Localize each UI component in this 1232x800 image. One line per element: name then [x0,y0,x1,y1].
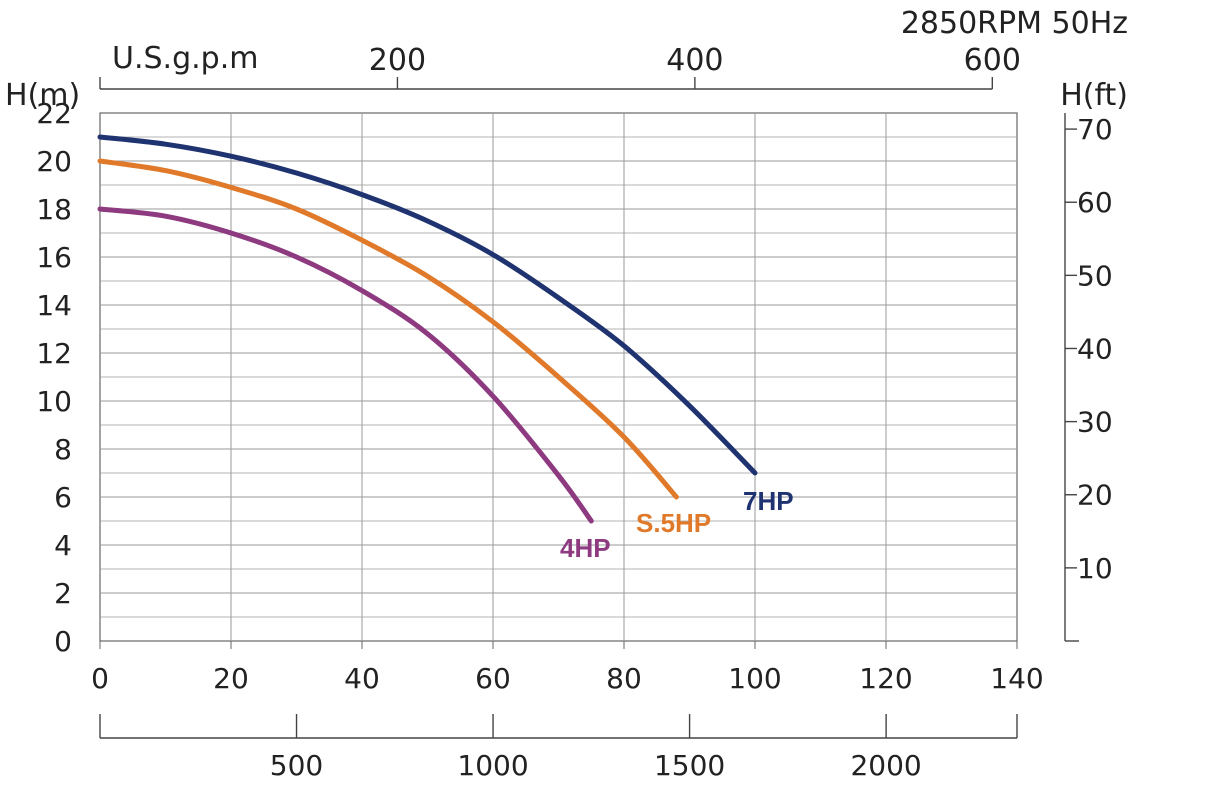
header-label: 2850RPM 50Hz [901,6,1128,41]
x-extra-tick-label: 1000 [457,749,528,782]
y-left-label: H(m) [5,78,80,113]
y-right-tick-label: 30 [1077,406,1113,439]
x-top-tick-label: 200 [369,43,426,78]
y-left-tick-label: 8 [54,433,72,466]
x-tick-label: 0 [91,662,109,695]
x-extra-tick-label: 2000 [850,749,921,782]
series-label-7hp: 7HP [743,486,794,516]
x-tick-label: 40 [344,662,380,695]
x-tick-label: 140 [990,662,1043,695]
series-line-4hp [97,206,594,524]
tick-labels: 0 20 40 60 80 100 120 140 0 2 4 6 8 10 12 14 16 18 20 22 10 2… [36,43,1112,782]
series-lines [97,134,758,524]
y-left-tick-label: 6 [54,481,72,514]
y-left-tick-label: 4 [54,529,72,562]
y-left-tick-label: 10 [36,385,72,418]
x-tick-label: 60 [475,662,511,695]
y-left-tick-label: 18 [36,193,72,226]
x-tick-label: 120 [859,662,912,695]
series-line-5-5hp [97,158,679,500]
y-right-tick-label: 40 [1077,332,1113,365]
y-left-tick-label: 0 [54,625,72,658]
y-left-tick-label: 12 [36,337,72,370]
y-left-tick-label: 14 [36,289,72,322]
x-top-tick-label: 400 [666,43,723,78]
x-tick-label: 80 [606,662,642,695]
axes [99,77,1079,739]
series-label-4hp: 4HP [560,533,611,563]
y-right-label: H(ft) [1060,78,1128,113]
y-left-tick-label: 2 [54,577,72,610]
x-extra-tick-label: 1500 [654,749,725,782]
x-tick-label: 20 [213,662,249,695]
y-left-tick-label: 22 [36,97,72,130]
y-right-tick-label: 20 [1077,479,1113,512]
y-left-tick-label: 16 [36,241,72,274]
y-right-tick-label: 70 [1077,113,1113,146]
series-label-5-5hp: S.5HP [636,508,711,538]
y-right-tick-label: 50 [1077,259,1113,292]
x-tick-label: 100 [728,662,781,695]
y-right-tick-label: 60 [1077,186,1113,219]
y-left-tick-label: 20 [36,145,72,178]
x-extra-tick-label: 500 [270,749,323,782]
series-line-7hp [97,134,758,476]
y-right-tick-label: 10 [1077,552,1113,585]
x-top-label: U.S.g.p.m [112,41,258,76]
x-top-tick-label: 600 [964,43,1021,78]
